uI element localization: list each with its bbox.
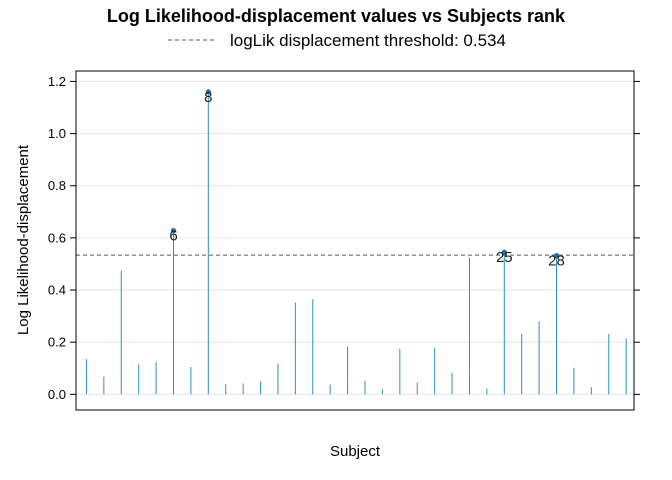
chart-title: Log Likelihood-displacement values vs Su… <box>107 6 566 26</box>
legend: logLik displacement threshold: 0.534 <box>168 31 506 50</box>
stems <box>85 91 627 395</box>
flagged-label-25: 25 <box>496 249 513 266</box>
point-labels: 6 8 25 28 <box>169 89 565 270</box>
y-axis-label: Log Likelihood-displacement <box>15 144 32 335</box>
y-axis: 0.0 0.2 0.4 0.6 0.8 1.0 1.2 <box>48 74 76 402</box>
flagged-label-6: 6 <box>169 228 177 245</box>
y-tick-label: 1.2 <box>48 74 66 89</box>
y-tick-label: 0.8 <box>48 178 66 193</box>
y-tick-label: 1.0 <box>48 126 66 141</box>
legend-label-threshold: logLik displacement threshold: 0.534 <box>230 31 506 50</box>
plot-frame <box>75 70 635 411</box>
grid <box>76 80 634 395</box>
flagged-label-8: 8 <box>204 89 212 106</box>
y-tick-label: 0.2 <box>48 335 66 350</box>
y-tick-label: 0.0 <box>48 387 66 402</box>
flagged-label-28: 28 <box>548 253 565 270</box>
y-tick-label: 0.4 <box>48 283 66 298</box>
x-axis-label: Subject <box>330 443 381 460</box>
points <box>170 89 560 259</box>
flagged-point-8 <box>205 89 211 95</box>
y-axis-right <box>634 80 640 395</box>
flagged-point-6 <box>170 227 177 234</box>
y-tick-label: 0.6 <box>48 230 66 245</box>
flagged-point-28 <box>553 253 560 259</box>
flagged-point-25 <box>501 249 507 255</box>
